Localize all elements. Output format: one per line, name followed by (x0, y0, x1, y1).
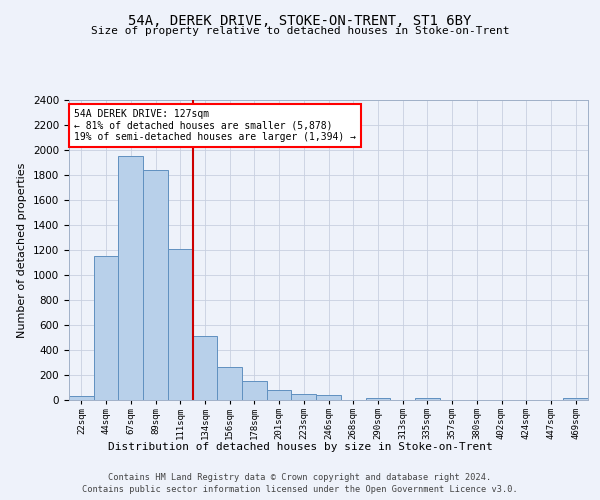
Bar (365, 398, 390, 400)
Bar (242, 380, 267, 400)
Text: 54A DEREK DRIVE: 127sqm
← 81% of detached houses are smaller (5,878)
19% of semi: 54A DEREK DRIVE: 127sqm ← 81% of detache… (74, 109, 356, 142)
Bar (267, 390, 292, 400)
Text: Contains public sector information licensed under the Open Government Licence v3: Contains public sector information licen… (82, 485, 518, 494)
Bar (217, 367, 242, 400)
Bar (415, 398, 440, 400)
Y-axis label: Number of detached properties: Number of detached properties (17, 162, 28, 338)
Bar (69, 396, 94, 400)
Bar (94, 256, 118, 400)
Bar (143, 170, 168, 400)
Bar (193, 336, 217, 400)
Bar (292, 394, 316, 400)
Text: Size of property relative to detached houses in Stoke-on-Trent: Size of property relative to detached ho… (91, 26, 509, 36)
Bar (168, 248, 193, 400)
Text: 54A, DEREK DRIVE, STOKE-ON-TRENT, ST1 6BY: 54A, DEREK DRIVE, STOKE-ON-TRENT, ST1 6B… (128, 14, 472, 28)
Bar (316, 395, 341, 400)
Bar (563, 398, 588, 400)
Bar (118, 156, 143, 400)
Text: Distribution of detached houses by size in Stoke-on-Trent: Distribution of detached houses by size … (107, 442, 493, 452)
Text: Contains HM Land Registry data © Crown copyright and database right 2024.: Contains HM Land Registry data © Crown c… (109, 472, 491, 482)
